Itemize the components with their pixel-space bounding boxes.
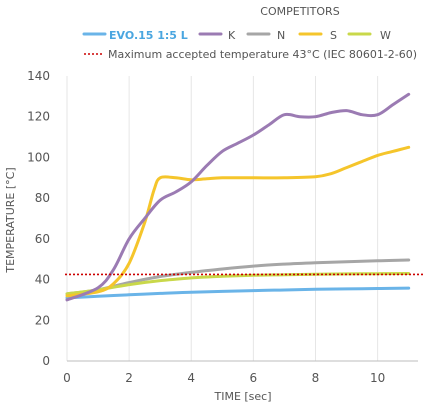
- x-tick-label: 10: [370, 371, 385, 385]
- x-tick-label: 2: [125, 371, 133, 385]
- legend: COMPETITORS EVO.15 1:5 L K N S W Maximum acc…: [82, 5, 417, 61]
- series-line-n: [65, 258, 411, 296]
- y-tick-label: 80: [35, 191, 50, 205]
- legend-label: EVO.15 1:5 L: [109, 29, 188, 42]
- series-lines: [65, 92, 411, 302]
- y-tick-label: 0: [42, 354, 50, 368]
- y-axis-title: TEMPERATURE [°C]: [4, 167, 17, 273]
- y-tick-label: 140: [27, 69, 50, 83]
- legend-header: COMPETITORS: [260, 5, 339, 18]
- grid: [66, 76, 379, 361]
- y-tick-label: 60: [35, 232, 50, 246]
- x-tick-label: 0: [63, 371, 71, 385]
- legend-series-row: EVO.15 1:5 L K N S W: [82, 29, 391, 42]
- x-tick-label: 6: [250, 371, 258, 385]
- y-tick-label: 20: [35, 313, 50, 327]
- x-axis-title: TIME [sec]: [213, 390, 271, 403]
- legend-label: K: [228, 29, 236, 42]
- y-tick-label: 40: [35, 273, 50, 287]
- series-line-evo-15-1-5-l: [65, 286, 411, 300]
- x-tick-label: 4: [187, 371, 195, 385]
- x-tick-label: 8: [312, 371, 320, 385]
- y-axis-ticks: 0 20 40 60 80 100 120 140: [27, 69, 50, 368]
- series-line-s: [65, 145, 411, 298]
- legend-label: N: [277, 29, 285, 42]
- series-line-k: [65, 92, 411, 302]
- y-tick-label: 100: [27, 150, 50, 164]
- y-tick-label: 120: [27, 110, 50, 124]
- legend-reference-label: Maximum accepted temperature 43°C (IEC 8…: [108, 48, 417, 61]
- legend-label: W: [380, 29, 391, 42]
- legend-label: S: [330, 29, 337, 42]
- x-axis-ticks: 0 2 4 6 8 10: [63, 371, 385, 385]
